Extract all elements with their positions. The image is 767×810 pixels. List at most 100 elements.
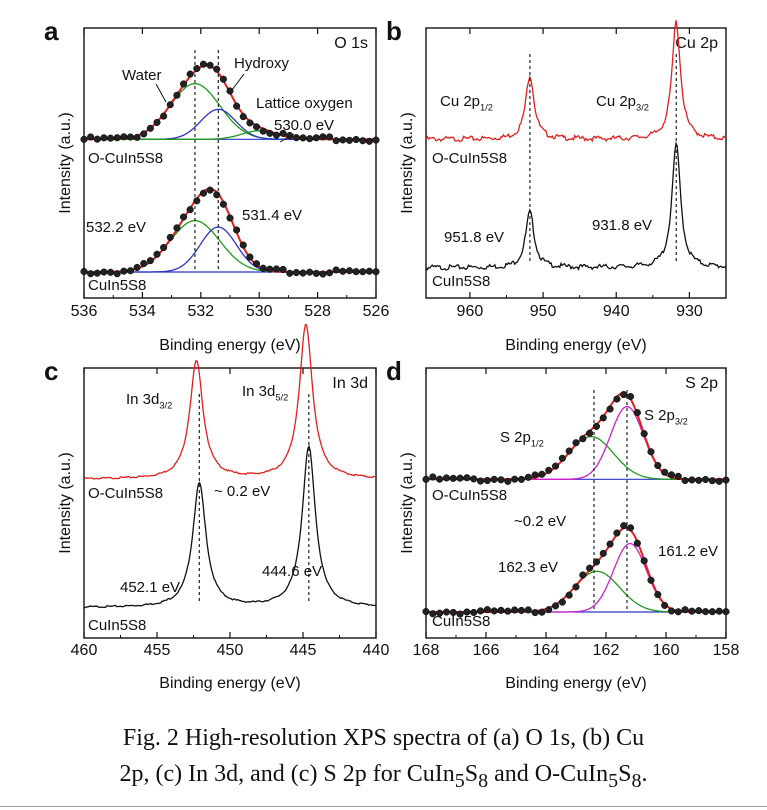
- data-point: [179, 80, 188, 88]
- data-point: [681, 606, 689, 614]
- x-tick-label: 532: [187, 303, 214, 320]
- data-point: [153, 118, 161, 126]
- y-axis-label: Intensity (a.u.): [57, 112, 74, 213]
- label-lattice-oxygen: Lattice oxygen: [256, 95, 353, 112]
- fit-envelope: [426, 392, 726, 481]
- data-point: [246, 253, 254, 261]
- panel-letter: b: [386, 16, 402, 46]
- data-point: [695, 607, 703, 615]
- data-point: [365, 137, 373, 145]
- x-tick-label: 950: [530, 303, 557, 320]
- data-point: [545, 606, 553, 614]
- spectrum-line: [425, 20, 727, 143]
- data-point: [442, 474, 451, 482]
- label-s-2p32: S 2p3/2: [644, 407, 688, 427]
- bottom-rule: [0, 806, 767, 807]
- x-axis-label: Binding energy (eV): [159, 337, 300, 354]
- peak-label-2: 931.8 eV: [592, 217, 652, 234]
- data-point: [325, 133, 334, 141]
- sample-label-top: O-CuIn5S8: [432, 487, 507, 504]
- data-point: [359, 268, 367, 276]
- data-point: [620, 391, 628, 399]
- data-point: [140, 259, 148, 268]
- corner-label: O 1s: [334, 35, 368, 52]
- data-point: [213, 65, 221, 73]
- data-point: [586, 564, 594, 572]
- x-tick-label: 930: [676, 303, 703, 320]
- x-tick-label: 960: [457, 303, 484, 320]
- data-point: [715, 607, 723, 615]
- data-point: [153, 250, 161, 258]
- data-point: [429, 610, 437, 618]
- label-cu-2p32: Cu 2p3/2: [596, 93, 649, 113]
- data-point: [422, 608, 430, 616]
- data-point: [126, 267, 135, 275]
- sample-label-top: O-CuIn5S8: [432, 150, 507, 167]
- corner-label: S 2p: [685, 375, 718, 392]
- data-point: [626, 393, 635, 401]
- data-point: [319, 270, 327, 278]
- leader-lattice: [279, 133, 295, 143]
- data-point: [640, 557, 648, 565]
- data-point: [312, 269, 320, 277]
- panel-c: c In 3d Intensity (a.u.) 460 455 450 445 440 Bin…: [44, 323, 389, 692]
- data-point: [497, 606, 505, 614]
- data-point: [306, 268, 314, 276]
- data-point: [531, 471, 539, 479]
- data-point: [436, 475, 444, 483]
- data-point: [93, 135, 101, 143]
- data-point: [372, 136, 380, 144]
- data-point: [319, 133, 327, 141]
- data-point: [80, 268, 88, 276]
- data-point: [654, 462, 662, 470]
- data-point: [545, 466, 553, 474]
- corner-label: Cu 2p: [675, 35, 718, 52]
- data-point: [613, 529, 621, 537]
- data-point: [490, 475, 498, 483]
- data-point: [146, 124, 154, 132]
- data-point: [206, 61, 214, 69]
- plot-frame: [425, 27, 727, 299]
- data-point: [266, 265, 274, 273]
- data-point: [352, 268, 360, 276]
- data-point: [252, 123, 261, 131]
- data-point: [674, 472, 682, 480]
- data-point: [483, 606, 491, 614]
- data-point: [422, 475, 430, 483]
- data-point: [100, 268, 108, 276]
- label-cu-2p12: Cu 2p1/2: [440, 93, 493, 113]
- data-point: [647, 448, 655, 456]
- label-lattice-ev: 530.0 eV: [274, 117, 334, 134]
- data-point: [490, 607, 498, 615]
- data-point: [199, 60, 208, 68]
- data-point: [113, 270, 121, 278]
- data-point: [279, 129, 287, 137]
- data-point: [345, 136, 354, 144]
- data-point: [531, 609, 539, 617]
- data-point: [715, 477, 723, 485]
- data-point: [504, 477, 512, 485]
- data-point: [160, 112, 168, 120]
- data-point: [463, 474, 471, 482]
- peak-label-1: 532.2 eV: [86, 219, 146, 236]
- data-point: [524, 606, 532, 614]
- data-point: [87, 133, 95, 141]
- data-point: [292, 269, 300, 277]
- x-tick-label: 445: [290, 642, 317, 659]
- data-point: [233, 102, 241, 110]
- x-tick-label: 526: [363, 303, 390, 320]
- data-point: [272, 131, 281, 139]
- peak-label-2: 444.6 eV: [262, 563, 322, 580]
- data-point: [661, 601, 669, 609]
- data-point: [186, 206, 194, 214]
- x-tick-label: 528: [304, 303, 331, 320]
- caption-line-1: Fig. 2 High-resolution XPS spectra of (a…: [122, 725, 645, 751]
- data-point: [558, 598, 566, 606]
- data-point: [633, 539, 641, 547]
- figure-caption: Fig. 2 High-resolution XPS spectra of (a…: [0, 720, 767, 799]
- data-point: [239, 113, 247, 121]
- leader-water: [155, 83, 167, 103]
- data-point: [565, 591, 573, 599]
- data-point: [126, 133, 135, 141]
- data-point: [133, 263, 141, 272]
